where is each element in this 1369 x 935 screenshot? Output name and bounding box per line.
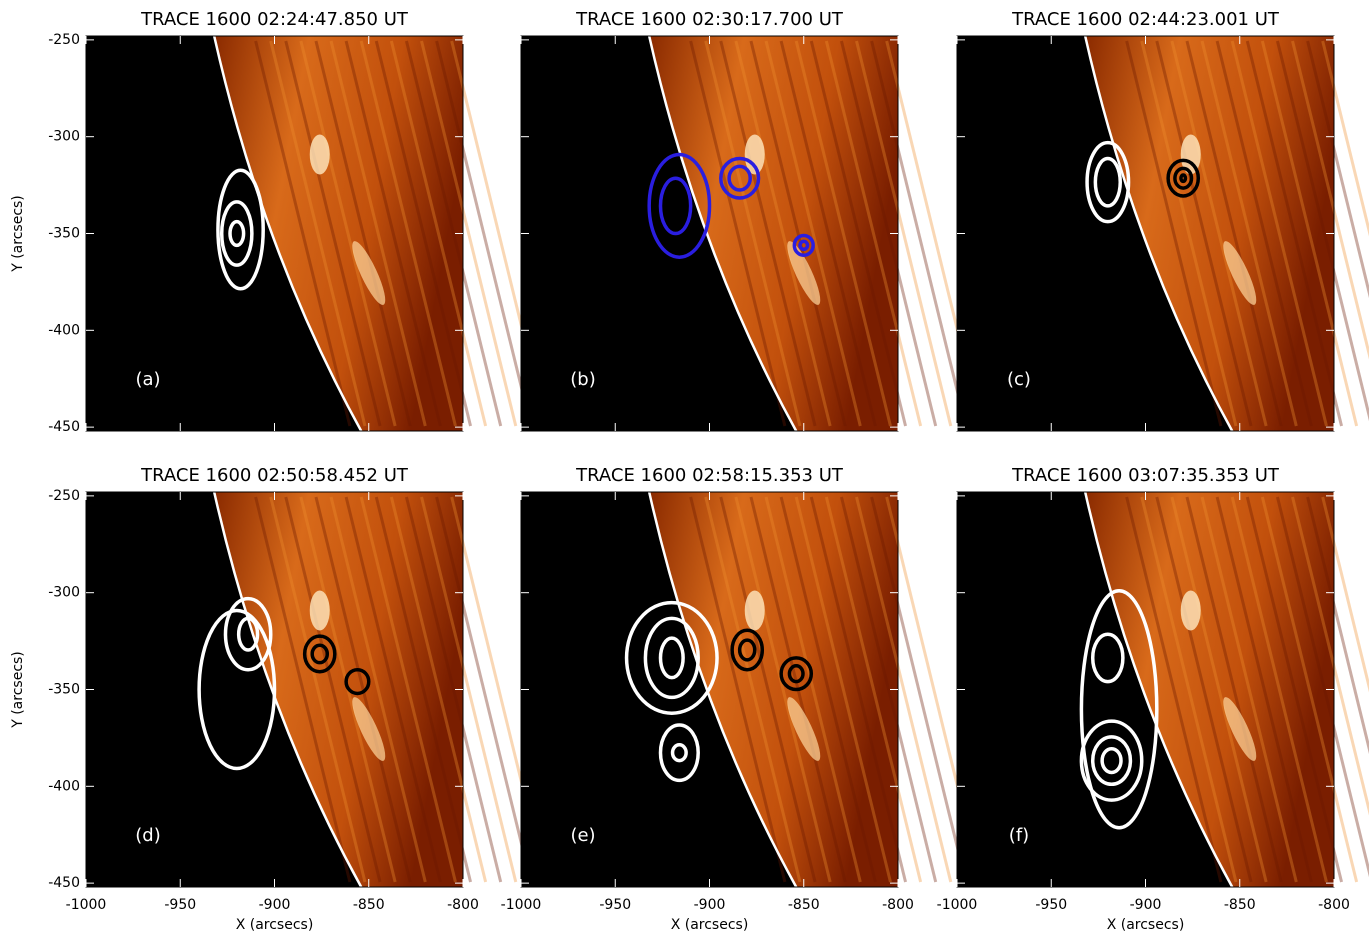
x-tick-label: -800 bbox=[1318, 897, 1350, 913]
panel-title: TRACE 1600 02:58:15.353 UT bbox=[575, 465, 844, 486]
y-tick-label: -450 bbox=[48, 419, 80, 435]
x-tick-label: -1000 bbox=[501, 897, 542, 913]
x-axis-label: X (arcsecs) bbox=[236, 917, 314, 933]
x-tick-label: -850 bbox=[353, 897, 385, 913]
x-tick-label: -850 bbox=[788, 897, 820, 913]
panel-label: (d) bbox=[135, 825, 160, 846]
x-tick-label: -800 bbox=[882, 897, 914, 913]
panel-label: (b) bbox=[570, 369, 595, 390]
bright-kernel bbox=[745, 591, 765, 631]
panel-title: TRACE 1600 02:44:23.001 UT bbox=[1011, 9, 1280, 30]
y-tick-label: -350 bbox=[48, 682, 80, 698]
y-tick-label: -400 bbox=[48, 322, 80, 338]
bright-kernel bbox=[310, 135, 330, 175]
x-tick-label: -950 bbox=[164, 897, 196, 913]
figure: -450 -400 -350 -300 -250 TRACE 1600 02:24:47.… bbox=[0, 0, 1369, 935]
panel: TRACE 1600 02:44:23.001 UT (c) bbox=[957, 9, 1369, 431]
panel-title: TRACE 1600 02:24:47.850 UT bbox=[140, 9, 409, 30]
y-axis-label: Y (arcsecs) bbox=[10, 651, 26, 729]
x-axis-label: X (arcsecs) bbox=[1107, 917, 1185, 933]
panel: -450 -400 -350 -300 -250 TRACE 1600 02:24:47.… bbox=[10, 9, 546, 435]
x-tick-label: -950 bbox=[599, 897, 631, 913]
panel-label: (f) bbox=[1009, 825, 1029, 846]
x-tick-label: -950 bbox=[1035, 897, 1067, 913]
y-tick-label: -300 bbox=[48, 129, 80, 145]
bright-kernel bbox=[1181, 591, 1201, 631]
panel-label: (e) bbox=[570, 825, 595, 846]
y-tick-label: -250 bbox=[48, 488, 80, 504]
y-tick-label: -250 bbox=[48, 32, 80, 48]
x-tick-label: -900 bbox=[694, 897, 726, 913]
y-tick-label: -400 bbox=[48, 778, 80, 794]
x-tick-label: -1000 bbox=[937, 897, 978, 913]
bright-kernel bbox=[310, 591, 330, 631]
panel-title: TRACE 1600 03:07:35.353 UT bbox=[1011, 465, 1280, 486]
panel-title: TRACE 1600 02:30:17.700 UT bbox=[575, 9, 844, 30]
panel: -1000 -950 -900 -850 -800 TRACE 1600 02:58:15… bbox=[501, 465, 981, 933]
y-tick-label: -300 bbox=[48, 585, 80, 601]
y-tick-label: -450 bbox=[48, 875, 80, 891]
y-axis-label: Y (arcsecs) bbox=[10, 195, 26, 273]
x-tick-label: -800 bbox=[447, 897, 479, 913]
y-tick-label: -350 bbox=[48, 226, 80, 242]
x-tick-label: -1000 bbox=[66, 897, 107, 913]
panel: -1000 -950 -900 -850 -800 -450 -400 -350 -300 -25… bbox=[10, 465, 546, 933]
x-tick-label: -900 bbox=[259, 897, 291, 913]
panel: -1000 -950 -900 -850 -800 TRACE 1600 03:07:35… bbox=[937, 465, 1369, 933]
x-tick-label: -900 bbox=[1130, 897, 1162, 913]
panel-title: TRACE 1600 02:50:58.452 UT bbox=[140, 465, 409, 486]
panel: TRACE 1600 02:30:17.700 UT (b) bbox=[521, 9, 981, 431]
x-tick-label: -850 bbox=[1224, 897, 1256, 913]
page: {"chart_data": [ {"type": "image", "titl… bbox=[0, 0, 1369, 935]
panel-label: (c) bbox=[1007, 369, 1031, 390]
x-axis-label: X (arcsecs) bbox=[671, 917, 749, 933]
panel-label: (a) bbox=[135, 369, 160, 390]
